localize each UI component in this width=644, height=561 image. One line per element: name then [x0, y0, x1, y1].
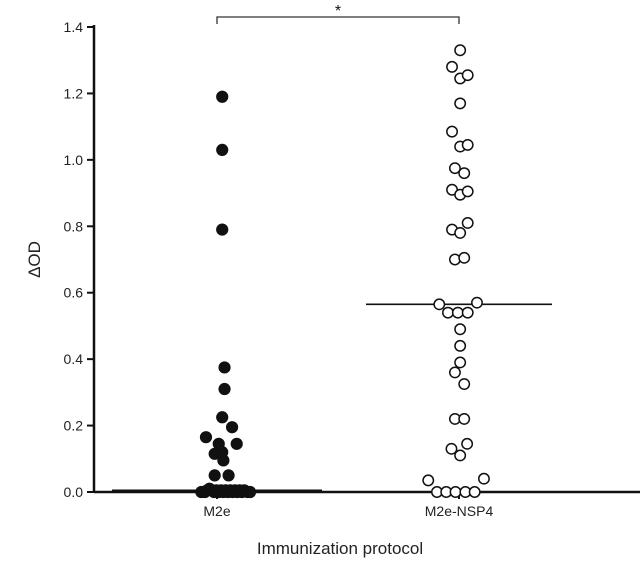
- data-point-open: [458, 167, 471, 180]
- data-point-open: [461, 138, 474, 151]
- data-point-filled: [216, 411, 229, 424]
- y-axis-title: ΔOD: [25, 241, 44, 278]
- significance-label: *: [335, 3, 341, 20]
- data-point-open: [433, 298, 446, 311]
- data-point-filled: [218, 361, 231, 374]
- y-tick-label: 1.0: [64, 152, 84, 168]
- data-point-filled: [243, 485, 257, 499]
- y-tick-label: 0.8: [64, 218, 84, 234]
- x-axis: M2e M2e-NSP4: [94, 490, 640, 519]
- data-point-open: [448, 366, 461, 379]
- data-point-open: [445, 442, 458, 455]
- y-tick-label: 0.0: [64, 484, 84, 500]
- data-point-open: [446, 60, 458, 73]
- data-point-filled: [225, 421, 239, 434]
- data-point-filled: [230, 437, 243, 450]
- data-point-filled: [216, 223, 229, 236]
- data-point-open: [448, 162, 461, 175]
- data-point-filled: [216, 90, 229, 103]
- data-point-open: [442, 306, 454, 319]
- y-tick-label: 0.4: [64, 351, 84, 367]
- data-point-open: [449, 486, 462, 498]
- data-point-filled: [216, 143, 229, 156]
- data-point-filled: [218, 382, 231, 396]
- x-tick-label: M2e-NSP4: [425, 503, 494, 519]
- data-point-open: [454, 356, 467, 369]
- y-tick-label: 1.4: [64, 19, 84, 35]
- x-axis-title: Immunization protocol: [257, 539, 423, 558]
- data-point-filled: [199, 431, 213, 444]
- significance-bracket: *: [216, 3, 460, 24]
- data-point-open: [454, 44, 467, 57]
- data-point-filled: [208, 469, 221, 482]
- data-point-open: [454, 97, 467, 110]
- significance-bracket-line: [216, 16, 460, 24]
- data-points: [195, 44, 490, 499]
- data-point-open: [461, 437, 474, 450]
- data-point-open: [458, 251, 471, 264]
- data-point-open: [422, 474, 435, 487]
- data-point-open: [477, 472, 490, 485]
- data-point-open: [451, 306, 464, 319]
- median-lines: [112, 303, 552, 492]
- data-point-open: [461, 69, 474, 82]
- y-tick-label: 0.6: [64, 285, 84, 301]
- data-point-open: [468, 486, 481, 498]
- data-point-open: [454, 226, 467, 239]
- y-tick-label: 1.2: [64, 85, 84, 101]
- y-tick-label: 0.2: [64, 418, 84, 434]
- data-point-open: [471, 296, 483, 309]
- data-point-open: [458, 412, 471, 425]
- data-point-open: [461, 217, 474, 229]
- data-point-open: [454, 323, 467, 336]
- data-point-open: [461, 306, 474, 319]
- data-point-filled: [222, 469, 235, 482]
- data-point-open: [458, 378, 471, 391]
- data-point-filled: [212, 437, 225, 450]
- data-point-open: [454, 449, 467, 462]
- data-point-open: [446, 125, 458, 138]
- y-axis: 0.0 0.2 0.4 0.6 0.8 1.0 1.2 1.4: [64, 19, 96, 500]
- data-point-open: [454, 339, 467, 352]
- data-point-open: [461, 185, 474, 198]
- x-tick-label: M2e: [203, 503, 230, 519]
